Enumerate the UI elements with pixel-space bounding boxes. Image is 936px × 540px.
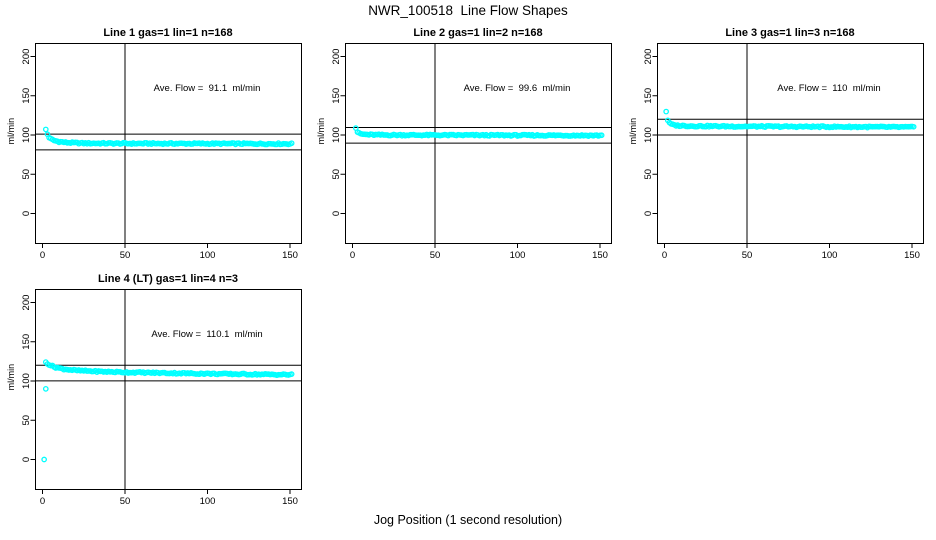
panel-line-4: Line 4 (LT) gas=1 lin=4 n=3 Ave. Flow = …	[0, 266, 312, 516]
y-tick-label: 100	[331, 127, 342, 143]
y-tick-label: 50	[643, 169, 654, 180]
y-tick-label: 200	[21, 49, 32, 65]
y-tick-label: 150	[331, 88, 342, 104]
x-tick-label: 50	[120, 496, 131, 507]
panel-3-title: Line 3 gas=1 lin=3 n=168	[725, 27, 855, 39]
y-axis-ticks: 0 50 100 150 200	[21, 295, 36, 462]
data-points	[352, 125, 605, 139]
x-tick-label: 150	[282, 250, 298, 261]
data-point	[288, 371, 295, 377]
y-tick-label: 100	[21, 127, 32, 143]
x-tick-label: 50	[430, 250, 441, 261]
y-tick-label: 200	[331, 49, 342, 65]
plot-frame	[35, 289, 302, 490]
data-point	[42, 126, 49, 133]
y-axis-title: ml/min	[6, 364, 16, 391]
data-point	[598, 132, 605, 139]
x-tick-label: 100	[200, 496, 216, 507]
x-axis-ticks: 0 50 100 150	[40, 243, 298, 261]
y-tick-label: 200	[643, 49, 654, 65]
y-tick-label: 100	[643, 127, 654, 143]
y-axis-title: ml/min	[316, 118, 326, 145]
y-tick-label: 0	[21, 457, 32, 462]
data-points	[42, 126, 295, 148]
panel-2-plot-area: 0 50 100 150 200 0 50 100 150 ml/min	[316, 43, 612, 261]
data-point	[288, 140, 295, 147]
y-tick-label: 150	[643, 88, 654, 104]
y-tick-label: 0	[331, 211, 342, 216]
y-tick-label: 150	[21, 88, 32, 104]
x-tick-label: 0	[40, 496, 45, 507]
data-point	[663, 108, 670, 115]
panel-4-plot-area: 0 50 100 150 200 0 50 100 150 ml/min	[6, 289, 302, 507]
x-tick-label: 100	[200, 250, 216, 261]
x-axis-title: Jog Position (1 second resolution)	[373, 513, 563, 527]
data-points	[41, 359, 295, 463]
plot-frame	[657, 43, 924, 244]
panel-line-3: Line 3 gas=1 lin=3 n=168 Ave. Flow = 110…	[622, 20, 934, 270]
panel-3-plot-area: 0 50 100 150 200 0 50 100 150 ml/min	[628, 43, 924, 261]
panel-2-title: Line 2 gas=1 lin=2 n=168	[413, 27, 543, 39]
x-tick-label: 0	[662, 250, 667, 261]
x-tick-label: 150	[592, 250, 608, 261]
outlier-point	[41, 456, 48, 463]
y-tick-label: 0	[21, 211, 32, 216]
panel-2-ave-flow-annotation: Ave. Flow = 99.6 ml/min	[463, 83, 571, 94]
panel-line-2: Line 2 gas=1 lin=2 n=168 Ave. Flow = 99.…	[310, 20, 622, 270]
y-tick-label: 50	[21, 169, 32, 180]
x-tick-label: 150	[904, 250, 920, 261]
figure-title: NWR_100518 Line Flow Shapes	[368, 3, 568, 18]
panel-1-title: Line 1 gas=1 lin=1 n=168	[103, 27, 233, 39]
panel-4-title: Line 4 (LT) gas=1 lin=4 n=3	[97, 273, 239, 285]
data-points	[663, 108, 917, 131]
x-tick-label: 50	[742, 250, 753, 261]
x-tick-label: 150	[282, 496, 298, 507]
y-axis-ticks: 0 50 100 150 200	[21, 49, 36, 216]
panel-4-ave-flow-annotation: Ave. Flow = 110.1 ml/min	[151, 329, 263, 340]
y-axis-title: ml/min	[6, 118, 16, 145]
y-axis-ticks: 0 50 100 150 200	[331, 49, 346, 216]
x-axis-ticks: 0 50 100 150	[40, 489, 298, 507]
panel-line-1: Line 1 gas=1 lin=1 n=168 Ave. Flow = 91.…	[0, 20, 312, 270]
plot-frame	[35, 43, 302, 244]
x-tick-label: 0	[350, 250, 355, 261]
panel-1-plot-area: 0 50 100 150 200 0 50 100 150 ml/min	[6, 43, 302, 261]
x-tick-label: 0	[40, 250, 45, 261]
y-tick-label: 0	[643, 211, 654, 216]
x-axis-ticks: 0 50 100 150	[662, 243, 920, 261]
x-tick-label: 100	[510, 250, 526, 261]
panel-3-ave-flow-annotation: Ave. Flow = 110 ml/min	[777, 83, 881, 94]
y-tick-label: 150	[21, 334, 32, 350]
x-tick-label: 100	[822, 250, 838, 261]
outlier-point	[42, 386, 49, 392]
y-tick-label: 50	[21, 415, 32, 426]
y-axis-ticks: 0 50 100 150 200	[643, 49, 658, 216]
y-tick-label: 200	[21, 295, 32, 311]
x-tick-label: 50	[120, 250, 131, 261]
y-tick-label: 100	[21, 373, 32, 389]
y-axis-title: ml/min	[628, 118, 638, 145]
data-point	[910, 123, 917, 130]
x-axis-ticks: 0 50 100 150	[350, 243, 608, 261]
panel-1-ave-flow-annotation: Ave. Flow = 91.1 ml/min	[153, 83, 261, 94]
y-tick-label: 50	[331, 169, 342, 180]
